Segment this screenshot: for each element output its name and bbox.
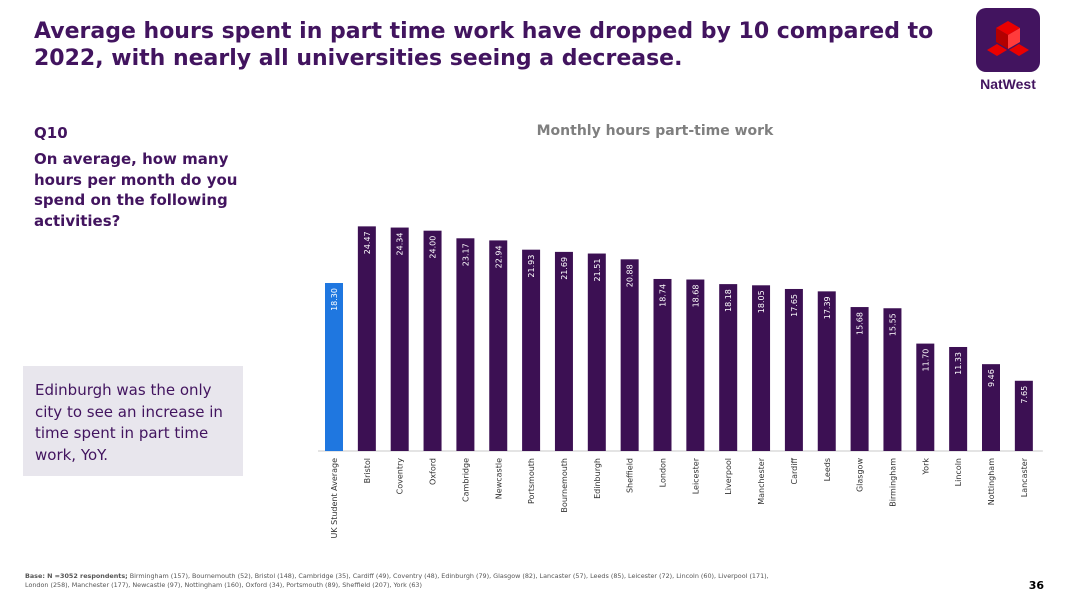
category-label: Lancaster (1020, 457, 1029, 497)
bar-value-label: 24.34 (396, 233, 405, 256)
bar-value-label: 11.33 (954, 352, 963, 375)
bar-nottingham (982, 364, 1000, 451)
logo-cubes-graphic (987, 21, 1029, 56)
category-label: Newcastle (494, 458, 503, 499)
page-number: 36 (1028, 579, 1044, 592)
bar-value-label: 17.39 (823, 296, 832, 319)
category-label: Liverpool (724, 458, 733, 495)
bar-bournemouth (554, 251, 573, 451)
bar-value-label: 18.30 (330, 288, 339, 311)
bar-cambridge (456, 238, 475, 451)
bar-manchester (752, 285, 771, 451)
category-label: Nottingham (987, 458, 996, 505)
natwest-logo-icon (976, 8, 1040, 72)
bar-uk-student-average (325, 283, 343, 451)
bar-value-label: 21.93 (527, 255, 536, 278)
bar-oxford (423, 230, 442, 451)
footnote-base-detail: Birmingham (157), Bournemouth (52), Bris… (25, 572, 769, 589)
bar-value-label: 18.74 (659, 284, 668, 307)
bar-london (653, 278, 672, 451)
bar-value-label: 23.17 (461, 243, 470, 266)
bar-glasgow (850, 307, 869, 451)
bar-lancaster (1014, 380, 1033, 451)
bar-edinburgh (587, 253, 606, 451)
bar-value-label: 24.47 (363, 231, 372, 254)
brand-name: NatWest (980, 76, 1036, 92)
category-label: Lincoln (954, 458, 963, 486)
category-label: Cardiff (790, 458, 799, 485)
bar-value-label: 18.05 (757, 290, 766, 313)
category-label: Bristol (363, 458, 372, 483)
category-label: Cambridge (461, 458, 470, 502)
category-label: Edinburgh (593, 458, 602, 499)
bar-value-label: 15.68 (856, 312, 865, 335)
bar-leeds (817, 291, 836, 451)
bar-liverpool (719, 284, 738, 451)
bar-sheffield (620, 259, 639, 451)
bar-value-label: 11.70 (921, 349, 930, 372)
bar-value-label: 21.69 (560, 257, 569, 280)
bar-value-label: 21.51 (593, 259, 602, 282)
chart-title: Monthly hours part-time work (536, 123, 774, 139)
bar-value-label: 17.65 (790, 294, 799, 317)
category-label: Bournemouth (560, 458, 569, 513)
bar-bristol (357, 226, 376, 451)
footnote-base-label: Base: N =3052 respondents; (25, 572, 128, 580)
category-label: York (921, 458, 930, 476)
bar-birmingham (883, 308, 902, 451)
bar-value-label: 15.55 (888, 313, 897, 336)
bar-value-label: 7.65 (1020, 386, 1029, 404)
category-label: Coventry (396, 458, 405, 495)
bar-newcastle (489, 240, 508, 451)
category-label: Leicester (691, 457, 700, 494)
insight-box: Edinburgh was the only city to see an in… (23, 366, 243, 476)
bar-value-label: 9.46 (987, 369, 996, 387)
bar-chart: 18.30 UK Student Average 24.47 Bristol 24.34… (318, 226, 1043, 539)
bar-value-label: 22.94 (494, 245, 503, 268)
bar-cardiff (784, 288, 803, 451)
bar-portsmouth (522, 249, 541, 451)
category-label: Portsmouth (527, 458, 536, 504)
category-label: Sheffield (626, 458, 635, 493)
bar-leicester (686, 279, 705, 451)
question-number: Q10 (34, 124, 68, 142)
bar-value-label: 20.88 (626, 264, 635, 287)
bar-value-label: 18.68 (691, 285, 700, 308)
category-label: Oxford (429, 458, 438, 485)
question-text: On average, how many hours per month do … (34, 150, 238, 230)
bar-coventry (390, 227, 409, 451)
category-label: Birmingham (888, 458, 897, 507)
footnote: Base: N =3052 respondents; Birmingham (1… (25, 572, 785, 590)
category-label: London (659, 458, 668, 487)
bar-lincoln (949, 346, 968, 451)
slide-title: Average hours spent in part time work ha… (34, 19, 934, 71)
category-label: Glasgow (856, 458, 865, 492)
bar-value-label: 24.00 (429, 236, 438, 259)
bar-value-label: 18.18 (724, 289, 733, 312)
insight-text: Edinburgh was the only city to see an in… (35, 381, 223, 464)
bar-york (916, 343, 935, 451)
category-label: Leeds (823, 458, 832, 481)
category-label: UK Student Average (330, 458, 339, 539)
category-label: Manchester (757, 457, 766, 504)
